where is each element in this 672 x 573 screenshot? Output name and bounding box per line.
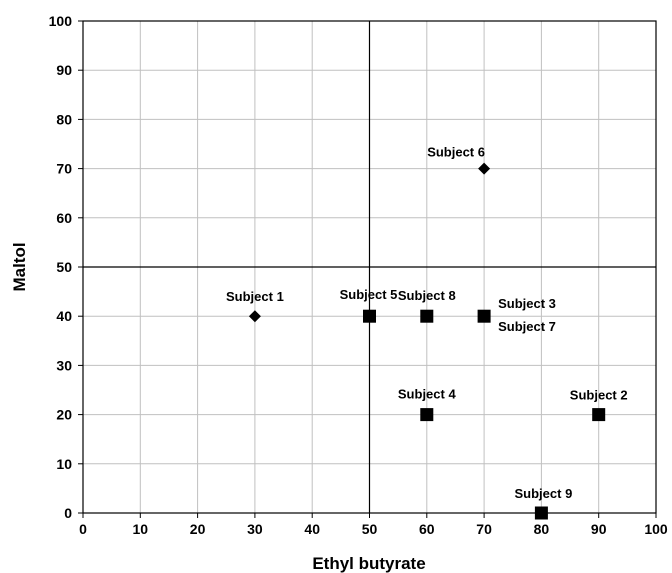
point-label: Subject 8: [398, 288, 456, 303]
data-point: [363, 309, 376, 323]
y-tick-label: 10: [56, 456, 72, 472]
data-point: [420, 408, 434, 422]
x-tick-label: 10: [133, 521, 149, 537]
point-label: Subject 6: [427, 145, 485, 160]
y-tick-label: 40: [56, 308, 72, 324]
data-point: [420, 309, 434, 323]
point-label: Subject 9: [515, 486, 573, 501]
x-tick-label: 0: [79, 521, 87, 537]
data-point: [248, 310, 261, 323]
y-tick-label: 80: [56, 111, 72, 127]
x-tick-label: 30: [247, 521, 263, 537]
data-point: [478, 162, 491, 175]
x-tick-label: 60: [419, 521, 435, 537]
data-point: [534, 506, 548, 520]
data-points: [248, 162, 606, 520]
y-tick-label: 100: [49, 13, 73, 29]
y-tick-label: 70: [56, 161, 72, 177]
reference-lines: [83, 21, 656, 513]
point-label: Subject 3: [498, 296, 556, 311]
x-axis-title: Ethyl butyrate: [312, 554, 425, 573]
data-point: [592, 408, 606, 422]
y-tick-label: 90: [56, 62, 72, 78]
x-tick-label: 80: [534, 521, 550, 537]
point-label: Subject 1: [226, 289, 284, 304]
point-label: Subject 5: [340, 287, 398, 302]
y-tick-label: 30: [56, 357, 72, 373]
x-tick-label: 70: [476, 521, 492, 537]
point-label: Subject 4: [398, 387, 457, 402]
x-tick-label: 90: [591, 521, 607, 537]
y-tick-label: 60: [56, 210, 72, 226]
x-tick-label: 20: [190, 521, 206, 537]
x-axis-ticks: 0 10 20 30 40 50 60 70 80 90 100: [79, 513, 668, 537]
data-point: [477, 309, 491, 323]
point-labels: Subject 1 Subject 2 Subject 3 Subject 4 Subj…: [226, 145, 628, 501]
x-tick-label: 100: [644, 521, 668, 537]
y-tick-label: 0: [64, 505, 72, 521]
x-tick-label: 40: [304, 521, 320, 537]
point-label: Subject 2: [570, 388, 628, 403]
y-axis-ticks: 0 10 20 30 40 50 60 70 80 90 100: [49, 13, 83, 521]
y-axis-title: Maltol: [10, 242, 29, 291]
y-tick-label: 50: [56, 259, 72, 275]
point-label: Subject 7: [498, 319, 556, 334]
x-tick-label: 50: [362, 521, 378, 537]
y-tick-label: 20: [56, 407, 72, 423]
